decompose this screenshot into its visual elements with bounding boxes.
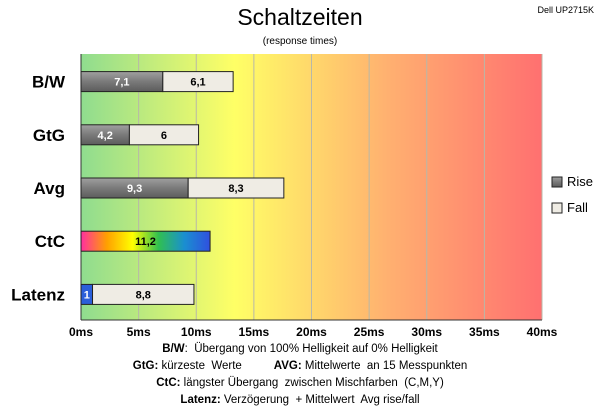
legend-label: Rise <box>567 174 593 189</box>
bar-ctc <box>80 230 211 252</box>
category-label: Latenz <box>11 285 65 304</box>
x-tick-label: 10ms <box>181 325 212 339</box>
monitor-label: Dell UP2715K <box>537 5 594 15</box>
chart-subtitle: (response times) <box>262 36 338 47</box>
note-line: Latenz: Verzögerung + Mittelwert Avg ris… <box>0 392 600 409</box>
bar-data-label: 6,1 <box>190 77 205 89</box>
legend-swatch <box>551 176 563 188</box>
x-tick-label: 35ms <box>469 325 500 339</box>
note-term: B/W <box>162 343 185 355</box>
bar-data-label: 8,3 <box>228 183 243 195</box>
legend-swatch <box>551 202 563 214</box>
note-term: AVG: <box>273 360 302 372</box>
x-tick-label: 15ms <box>239 325 270 339</box>
x-tick-label: 5ms <box>127 325 151 339</box>
x-tick-label: 20ms <box>296 325 327 339</box>
bar-fall <box>128 124 200 146</box>
bar-data-label: 9,3 <box>127 183 142 195</box>
bar-data-label: 6 <box>161 130 167 142</box>
bar-fall <box>92 283 195 305</box>
x-tick-label: 30ms <box>411 325 442 339</box>
note-term: GtG: <box>132 360 159 372</box>
note-text: Mittelwerte an 15 Messpunkten <box>301 360 468 372</box>
x-tick-label: 0ms <box>69 325 93 339</box>
category-label: GtG <box>33 126 65 145</box>
note-line: GtG: kürzeste Werte AVG: Mittelwerte an … <box>0 358 600 375</box>
note-text: kürzeste Werte <box>158 360 274 372</box>
response-time-chart: 0ms 5ms 10ms 15ms 20ms 25ms 30ms 35ms 40ms B/W 7,1… <box>11 54 593 339</box>
bar-fall <box>187 177 285 199</box>
note-line: B/W: Übergang von 100% Helligkeit auf 0%… <box>0 341 600 358</box>
note-term: CtC: <box>156 377 181 389</box>
bar-data-label: 4,2 <box>98 130 113 142</box>
category-label: Avg <box>34 179 66 198</box>
bar-data-label: 7,1 <box>114 77 129 89</box>
note-text: längster Übergang zwischen Mischfarben (… <box>180 377 444 389</box>
note-term: Latenz: <box>180 394 221 406</box>
note-line: CtC: längster Übergang zwischen Mischfar… <box>0 375 600 392</box>
bar-fall <box>162 71 234 93</box>
x-tick-label: 25ms <box>354 325 385 339</box>
note-text: Verzögerung + Mittelwert Avg rise/fall <box>220 394 420 406</box>
chart-notes: B/W: Übergang von 100% Helligkeit auf 0%… <box>0 341 600 409</box>
bar-data-label: 8,8 <box>136 289 151 301</box>
bar-data-label: 1 <box>84 289 90 301</box>
note-text: : Übergang von 100% Helligkeit auf 0% He… <box>184 343 438 355</box>
legend-label: Fall <box>567 200 588 215</box>
bar-data-label: 11,2 <box>135 236 156 248</box>
chart-title: Schaltzeiten <box>237 4 363 30</box>
category-label: CtC <box>35 232 65 251</box>
x-tick-label: 40ms <box>527 325 558 339</box>
category-label: B/W <box>32 73 66 92</box>
